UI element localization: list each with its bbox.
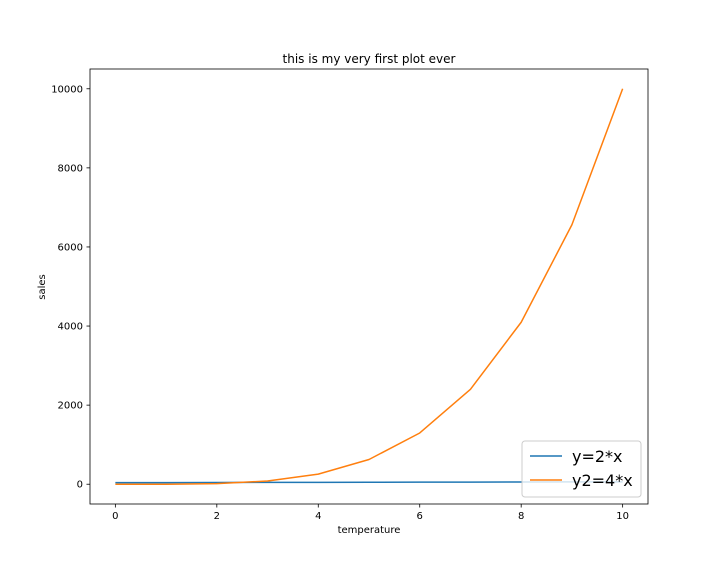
x-tick-label: 10 (616, 511, 629, 522)
y-tick-label: 4000 (58, 322, 83, 333)
x-tick-label: 8 (518, 511, 524, 522)
y-tick-label: 2000 (58, 401, 83, 412)
axes-frame (89, 68, 649, 505)
x-tick-label: 4 (315, 511, 321, 522)
series-line-1 (115, 88, 624, 485)
axes: 0 2 4 6 8 10 0 2000 4000 6000 8000 10000 (51, 68, 649, 522)
legend-label-1: y2=4*x (572, 471, 633, 490)
legend-box (521, 440, 642, 498)
y-tick-label: 10000 (51, 84, 83, 95)
y-tick-label: 0 (77, 480, 83, 491)
x-tick-label: 0 (112, 511, 118, 522)
chart-title: this is my very first plot ever (283, 52, 456, 66)
x-tick-label: 6 (417, 511, 423, 522)
y-tick-label: 6000 (58, 242, 83, 253)
legend: y=2*x y2=4*x (521, 440, 642, 498)
x-axis-label: temperature (338, 525, 401, 536)
y-axis-label: sales (37, 274, 48, 299)
legend-label-0: y=2*x (572, 447, 623, 466)
y-tick-label: 8000 (58, 163, 83, 174)
x-tick-label: 2 (214, 511, 220, 522)
